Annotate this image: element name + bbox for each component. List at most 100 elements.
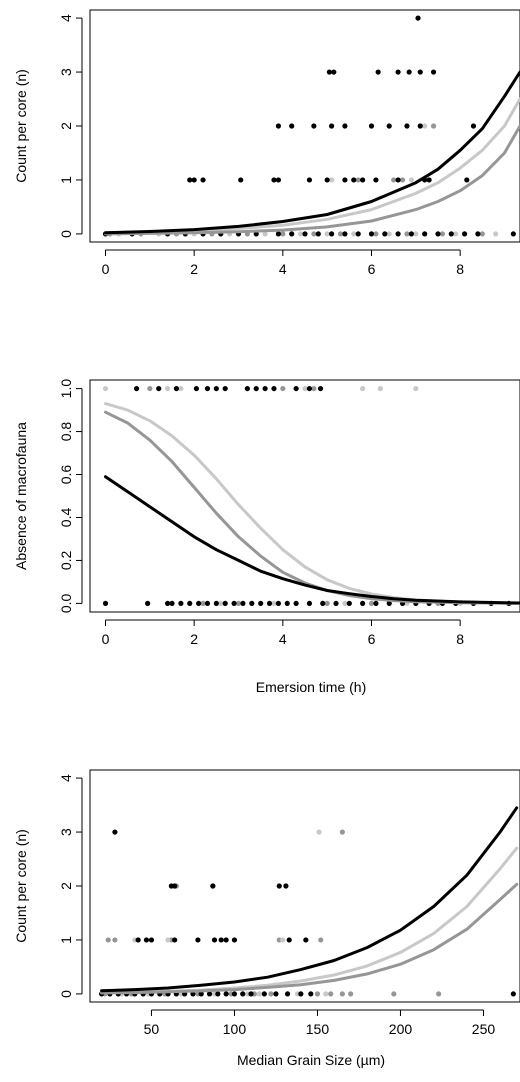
data-point	[213, 385, 219, 392]
data-point	[148, 937, 155, 943]
data-point	[156, 385, 162, 392]
data-point	[426, 177, 432, 183]
data-point	[453, 231, 459, 237]
data-point	[231, 600, 237, 607]
grain-size-count-chart: 0 1 2 3 4 50 100 150 200 250 Median Grain Size (µm…	[13, 769, 520, 1068]
data-point	[439, 231, 446, 237]
fitted-curve	[104, 410, 520, 605]
data-point	[173, 385, 180, 392]
data-point	[331, 69, 337, 75]
data-point	[342, 123, 348, 129]
y-tick-label: 1	[58, 176, 74, 184]
data-point	[200, 600, 206, 607]
y-tick-label: 0.2	[58, 551, 74, 571]
y-tick-label: 4	[58, 14, 74, 22]
data-point	[373, 177, 379, 183]
data-point	[210, 883, 216, 889]
data-point	[413, 231, 419, 237]
data-point	[178, 600, 184, 607]
data-point	[355, 231, 361, 237]
data-point	[368, 231, 375, 237]
data-point	[293, 385, 299, 392]
data-point	[430, 69, 437, 75]
y-axis-title: Count per core (n)	[13, 829, 29, 943]
x-tick-label: 100	[223, 1021, 247, 1037]
data-point	[102, 600, 109, 607]
y-axis-title: Count per core (n)	[13, 69, 29, 183]
data-point	[112, 829, 118, 835]
y-tick-label: 0.0	[58, 593, 74, 613]
data-point	[323, 991, 329, 997]
data-point	[470, 123, 477, 129]
data-point	[377, 385, 383, 392]
y-tick-label: 0.4	[58, 508, 74, 528]
data-point	[308, 991, 314, 997]
data-point	[289, 123, 295, 129]
data-point	[315, 231, 321, 237]
data-point	[382, 231, 388, 237]
data-point	[284, 600, 290, 607]
data-point	[342, 600, 348, 607]
data-point	[145, 600, 151, 607]
x-axis-title: Median Grain Size (µm)	[237, 1052, 385, 1068]
data-point	[417, 69, 423, 75]
fitted-curve	[100, 882, 519, 995]
y-axis: 0 1 2 3 4	[58, 14, 83, 238]
data-point	[337, 231, 344, 237]
data-point	[430, 123, 437, 129]
data-point	[280, 385, 286, 392]
x-axis-title: Emersion time (h)	[256, 679, 366, 695]
data-point	[143, 937, 150, 943]
data-point	[187, 177, 193, 183]
data-point	[311, 231, 317, 237]
data-point	[306, 177, 313, 183]
data-point	[317, 385, 324, 392]
data-point	[448, 231, 454, 237]
data-point	[273, 991, 279, 997]
x-tick-label: 4	[279, 261, 287, 277]
y-axis: 0 1 2 3 4	[58, 774, 83, 998]
x-axis: 50 100 150 200 250	[144, 1009, 496, 1037]
x-tick-label: 150	[306, 1021, 330, 1037]
data-point	[355, 177, 361, 183]
emersion-absence-chart: 0.0 0.2 0.4 0.6 0.8 1.0 0 2 4 6 8 Emersion time (h)…	[13, 379, 520, 695]
x-tick-label: 200	[389, 1021, 413, 1037]
data-point	[261, 991, 267, 997]
data-point	[275, 600, 282, 607]
data-point	[510, 231, 516, 237]
data-point	[333, 600, 339, 607]
data-point	[395, 69, 401, 75]
data-point	[386, 231, 392, 237]
data-point	[275, 177, 282, 183]
data-point	[417, 123, 423, 129]
data-point	[244, 385, 250, 392]
data-point	[235, 600, 242, 607]
data-point	[133, 385, 140, 392]
x-tick-label: 4	[279, 631, 287, 647]
x-tick-label: 8	[456, 631, 464, 647]
fitted-curve	[104, 70, 520, 235]
fitted-curve	[104, 475, 520, 605]
data-point	[135, 937, 141, 943]
data-point	[404, 231, 410, 237]
data-point	[298, 991, 304, 997]
data-point	[204, 600, 211, 607]
data-point	[386, 123, 392, 129]
data-point	[406, 69, 412, 75]
data-point	[213, 600, 219, 607]
data-point	[479, 231, 485, 237]
y-tick-label: 3	[58, 68, 74, 76]
data-point	[271, 385, 277, 392]
data-point	[262, 385, 268, 392]
data-point	[306, 600, 313, 607]
x-tick-label: 6	[368, 631, 376, 647]
data-point	[240, 600, 246, 607]
x-tick-label: 250	[472, 1021, 496, 1037]
data-point	[346, 600, 352, 607]
data-point	[196, 600, 202, 607]
data-point	[248, 991, 254, 997]
data-point	[293, 600, 299, 607]
emersion-count-chart: 0123402468Emersion time (h)Count per cor…	[13, 9, 520, 277]
data-point	[283, 883, 289, 889]
